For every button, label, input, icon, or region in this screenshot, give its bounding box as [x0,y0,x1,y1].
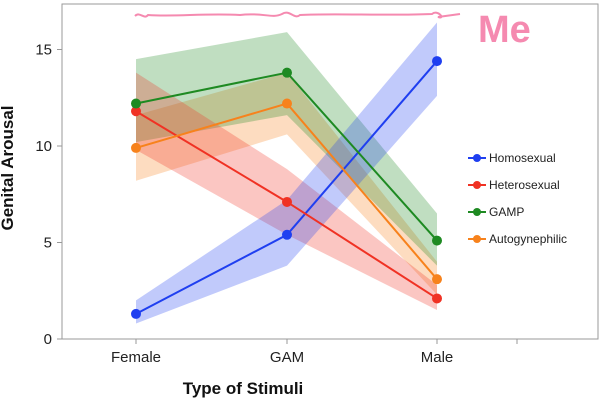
point-autogynephilic-gam [282,98,292,109]
x-axis-ticks: Female GAM Male [111,339,518,366]
confidence-bands [136,22,437,324]
x-tick-label-female: Female [111,349,161,366]
point-gamp-male [432,235,442,246]
band-homosexual [136,22,437,324]
y-tick-label-5: 5 [44,235,52,252]
point-homosexual-male [432,56,442,67]
handwritten-annotation: Me [134,9,531,51]
legend-label-homosexual: Homosexual [489,151,556,165]
y-axis-ticks: 0 5 10 15 [35,42,62,348]
legend-label-autogynephilic: Autogynephilic [489,232,567,246]
point-heterosexual-female [131,106,141,117]
y-axis-title: Genital Arousal [0,105,17,230]
legend-label-gamp: GAMP [489,205,524,219]
annotation-scribble-line [134,11,461,19]
x-axis-title: Type of Stimuli [183,379,304,398]
band-gamp [136,32,437,266]
legend-marker-homosexual [473,154,481,162]
y-tick-label-10: 10 [35,138,52,155]
y-tick-label-15: 15 [35,42,52,59]
point-autogynephilic-female [131,142,141,153]
point-heterosexual-gam [282,196,292,207]
plot-frame [61,3,599,340]
x-tick-label-gam: GAM [270,349,304,366]
point-heterosexual-male [432,293,442,304]
point-homosexual-female [131,308,141,319]
y-tick-label-0: 0 [44,331,52,348]
legend-marker-autogynephilic [473,235,481,243]
legend-marker-gamp [473,208,481,216]
x-tick-label-male: Male [421,349,454,366]
legend-label-heterosexual: Heterosexual [489,178,560,192]
legend-marker-heterosexual [473,181,481,189]
legend: Homosexual Heterosexual GAMP Autogynephilic [468,151,567,246]
point-autogynephilic-male [432,274,442,285]
series-points [131,56,442,319]
point-gamp-gam [282,67,292,78]
band-autogynephilic [136,72,437,295]
point-homosexual-gam [282,229,292,240]
point-gamp-female [131,98,141,109]
annotation-text: Me [478,9,531,51]
